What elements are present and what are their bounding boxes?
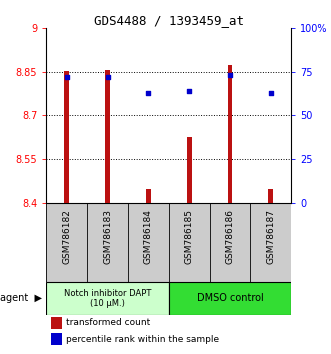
Point bbox=[105, 74, 110, 80]
Bar bbox=[51, 317, 62, 329]
Bar bbox=[105, 69, 110, 202]
Bar bbox=[228, 65, 232, 202]
Text: GSM786182: GSM786182 bbox=[62, 209, 71, 264]
Point bbox=[187, 88, 192, 94]
Point bbox=[227, 73, 233, 78]
Text: DMSO control: DMSO control bbox=[197, 293, 263, 303]
Text: Notch inhibitor DAPT
(10 μM.): Notch inhibitor DAPT (10 μM.) bbox=[64, 289, 151, 308]
Bar bbox=[169, 282, 291, 315]
Bar bbox=[64, 71, 69, 202]
Point bbox=[146, 90, 151, 96]
Bar bbox=[268, 189, 273, 202]
Bar bbox=[46, 282, 169, 315]
Text: GSM786183: GSM786183 bbox=[103, 209, 112, 264]
Point bbox=[268, 90, 273, 96]
Text: transformed count: transformed count bbox=[66, 319, 150, 327]
Point bbox=[64, 74, 70, 80]
Text: GSM786186: GSM786186 bbox=[225, 209, 235, 264]
Text: GSM786184: GSM786184 bbox=[144, 209, 153, 264]
Bar bbox=[146, 189, 151, 202]
Text: percentile rank within the sample: percentile rank within the sample bbox=[66, 335, 219, 344]
Title: GDS4488 / 1393459_at: GDS4488 / 1393459_at bbox=[94, 14, 244, 27]
Bar bbox=[51, 333, 62, 345]
Text: GSM786185: GSM786185 bbox=[185, 209, 194, 264]
Text: GSM786187: GSM786187 bbox=[266, 209, 275, 264]
Bar bbox=[187, 137, 192, 202]
Text: agent  ▶: agent ▶ bbox=[0, 293, 42, 303]
